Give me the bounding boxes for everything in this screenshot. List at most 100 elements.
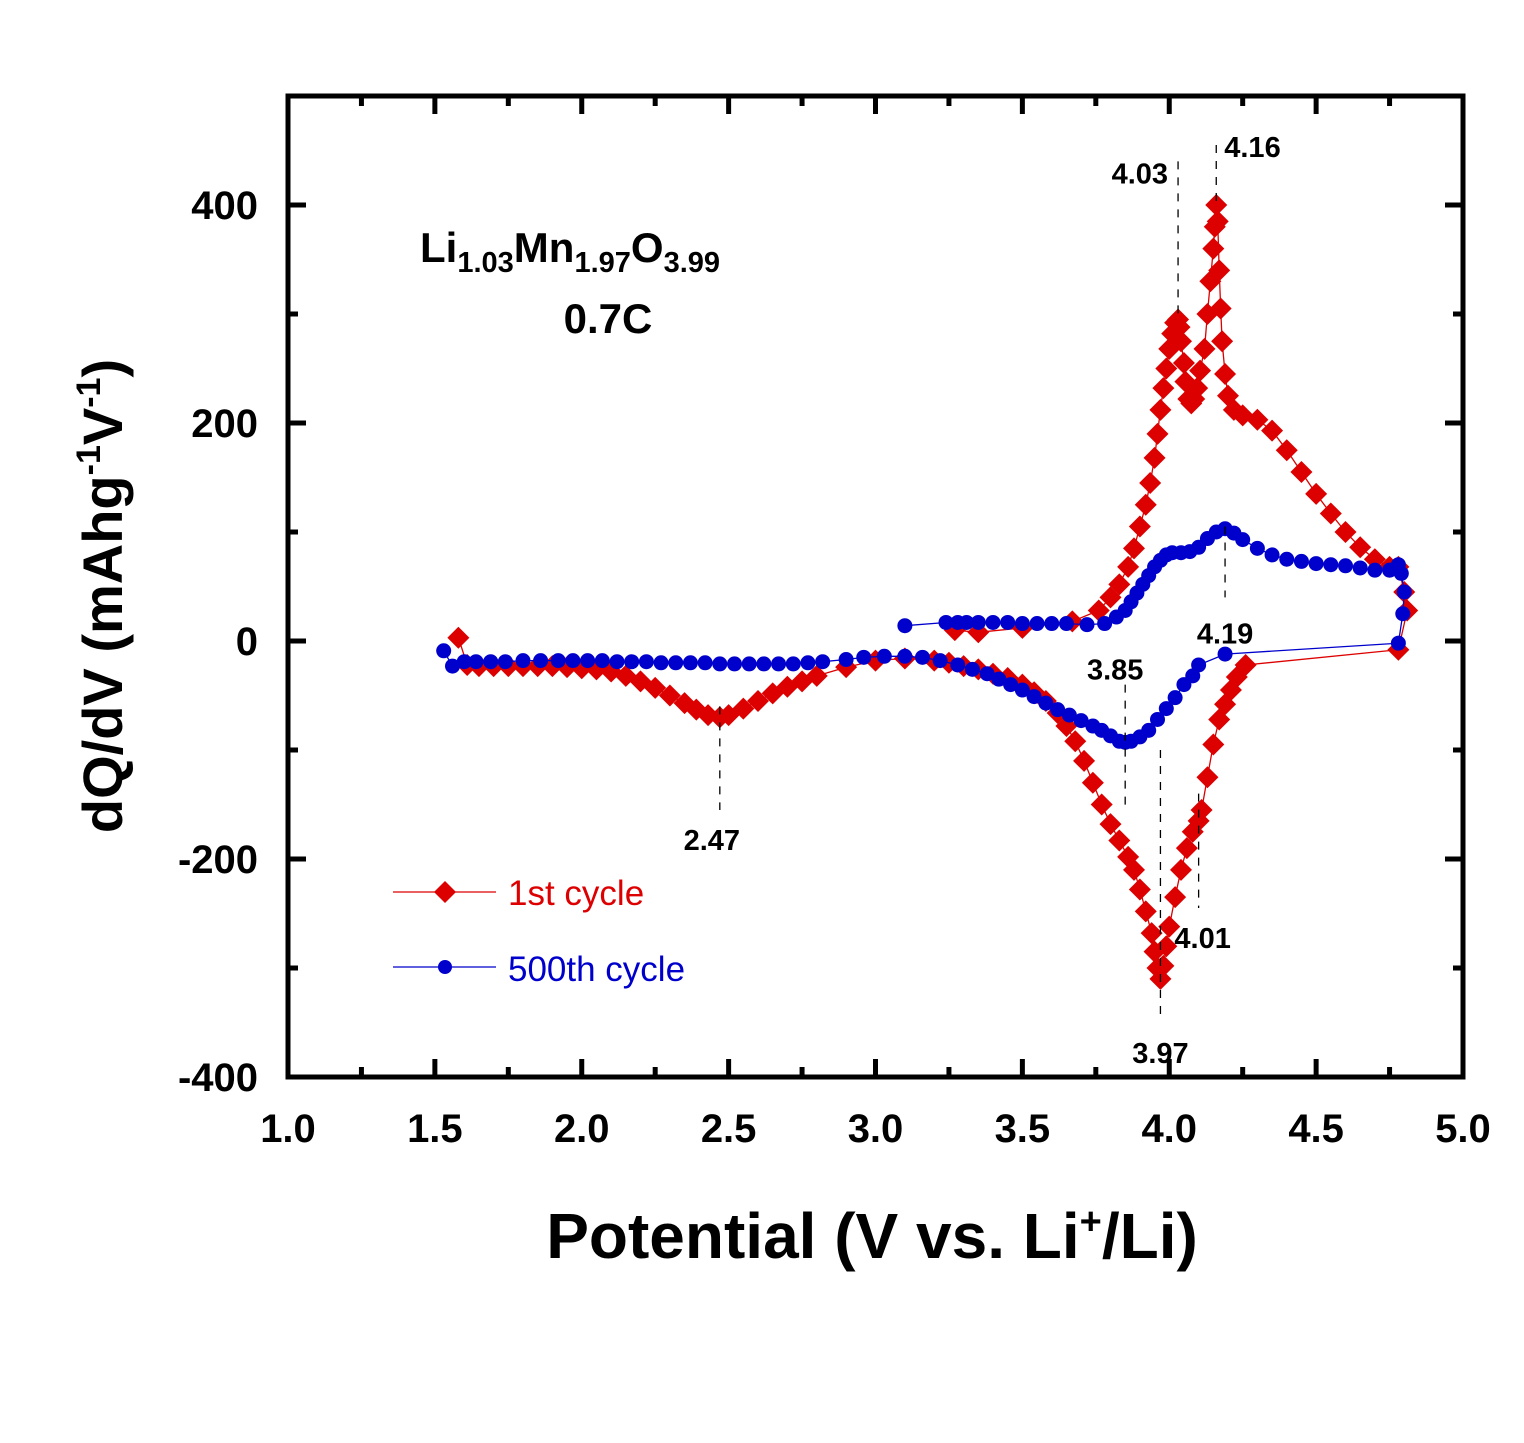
data-point-diamond xyxy=(1117,845,1140,868)
data-point-diamond xyxy=(1099,813,1122,836)
data-point-circle xyxy=(741,656,757,672)
data-point-diamond xyxy=(1205,194,1228,216)
data-point-circle xyxy=(712,656,728,672)
data-point-diamond xyxy=(1202,237,1225,260)
data-point-diamond xyxy=(1211,330,1234,353)
x-tick-label: 4.5 xyxy=(1288,1107,1344,1151)
data-point-diamond xyxy=(1170,330,1192,353)
data-point-circle xyxy=(682,655,698,671)
data-point-circle xyxy=(565,653,581,669)
data-point-diamond xyxy=(1108,829,1131,852)
peak-label: 3.97 xyxy=(1132,1038,1188,1070)
data-point-diamond xyxy=(1123,537,1145,560)
x-tick-label: 3.0 xyxy=(848,1107,904,1151)
x-tick-label: 4.0 xyxy=(1141,1107,1197,1151)
data-point-circle xyxy=(1323,557,1339,573)
data-point-diamond xyxy=(1152,377,1175,400)
data-point-circle xyxy=(785,656,801,672)
data-point-diamond xyxy=(1186,377,1209,400)
data-point-circle xyxy=(1308,556,1324,572)
formula-sub: 3.99 xyxy=(664,247,720,279)
data-point-diamond xyxy=(1193,337,1216,360)
data-point-circle xyxy=(815,654,831,670)
data-point-diamond xyxy=(1334,521,1357,543)
data-point-circle xyxy=(932,653,948,669)
formula-part: Li xyxy=(420,224,457,271)
data-point-circle xyxy=(897,618,913,634)
data-point-diamond xyxy=(1363,548,1386,571)
data-point-circle xyxy=(1176,677,1192,693)
data-point-circle xyxy=(1000,614,1016,630)
data-point-circle xyxy=(1050,702,1066,718)
data-point-circle xyxy=(1264,547,1280,563)
data-point-diamond xyxy=(1275,439,1298,462)
data-point-diamond xyxy=(1081,771,1104,794)
data-point-circle xyxy=(856,649,872,665)
data-point-diamond xyxy=(1261,419,1284,442)
data-point-diamond xyxy=(1214,362,1237,385)
data-point-diamond xyxy=(1146,957,1169,979)
plot-frame xyxy=(285,93,1466,1080)
data-point-circle xyxy=(456,654,472,670)
data-point-diamond xyxy=(1168,316,1191,339)
data-point-circle xyxy=(550,653,566,669)
data-point-circle xyxy=(1293,553,1309,569)
data-point-diamond xyxy=(1134,900,1157,923)
data-point-circle xyxy=(915,649,930,665)
x-axis-title-main: Potential (V vs. Li xyxy=(546,1200,1079,1272)
y-axis-title-c: ) xyxy=(71,359,134,378)
data-point-circle xyxy=(1044,616,1060,632)
data-point-diamond xyxy=(761,682,784,705)
y-axis-title: dQ/dV (mAhg-1V-1) xyxy=(70,359,134,833)
peak-label: 2.47 xyxy=(684,825,740,857)
data-point-circle xyxy=(1079,617,1095,633)
data-point-circle xyxy=(1235,532,1251,548)
formula-label: Li1.03Mn1.97O3.99 xyxy=(420,224,720,279)
data-point-diamond xyxy=(1134,493,1157,516)
data-point-circle xyxy=(1097,616,1113,632)
data-point-diamond xyxy=(1158,915,1181,938)
y-axis-title-sup1: -1 xyxy=(70,445,108,475)
formula-sub: 1.03 xyxy=(457,247,513,279)
data-point-circle xyxy=(1058,616,1074,632)
data-point-circle xyxy=(624,654,640,670)
data-point-diamond xyxy=(1108,573,1131,596)
data-point-diamond xyxy=(1208,708,1231,731)
legend-item-1st-cycle: 1st cycle xyxy=(393,874,644,913)
y-tick-label: -400 xyxy=(178,1056,258,1100)
data-point-diamond xyxy=(1073,749,1096,772)
data-point-circle xyxy=(979,666,995,682)
data-point-diamond xyxy=(1146,422,1169,445)
data-point-circle xyxy=(653,655,669,671)
data-point-diamond xyxy=(1319,502,1342,525)
data-point-circle xyxy=(876,648,892,664)
data-point-circle xyxy=(938,614,954,630)
x-tick-label: 1.5 xyxy=(407,1107,463,1151)
y-axis-title-a: dQ/dV (mAhg xyxy=(71,475,134,833)
data-point-diamond xyxy=(1349,536,1372,559)
data-point-diamond xyxy=(1128,515,1151,538)
ticks-layer: 1.0 1.5 2.0 2.5 3.0 3.5 4.0 4.5 5.0 -400 -200 0 200 4… xyxy=(178,96,1491,1151)
peak-label: 4.19 xyxy=(1197,618,1253,650)
peak-label: 4.01 xyxy=(1174,923,1230,955)
data-point-circle xyxy=(668,655,684,671)
legend-label-1st-cycle: 1st cycle xyxy=(508,874,644,913)
data-point-circle xyxy=(1390,635,1406,651)
data-point-diamond xyxy=(1139,471,1162,494)
y-tick-label: 200 xyxy=(191,402,258,446)
data-point-circle xyxy=(1393,565,1409,581)
data-point-circle xyxy=(1061,707,1077,723)
data-point-circle xyxy=(1338,558,1353,574)
data-point-circle xyxy=(1352,560,1368,576)
formula-sub: 1.97 xyxy=(574,247,630,279)
data-point-diamond xyxy=(1140,922,1163,945)
y-tick-label: -200 xyxy=(178,838,258,882)
series-line xyxy=(443,527,1405,744)
y-tick-label: 0 xyxy=(236,620,258,664)
x-tick-label: 3.5 xyxy=(995,1107,1051,1151)
data-point-circle xyxy=(1279,551,1295,567)
data-point-diamond xyxy=(1087,599,1110,622)
peak-label: 4.16 xyxy=(1224,132,1280,164)
data-point-circle xyxy=(970,614,986,630)
data-point-diamond xyxy=(1175,837,1198,860)
